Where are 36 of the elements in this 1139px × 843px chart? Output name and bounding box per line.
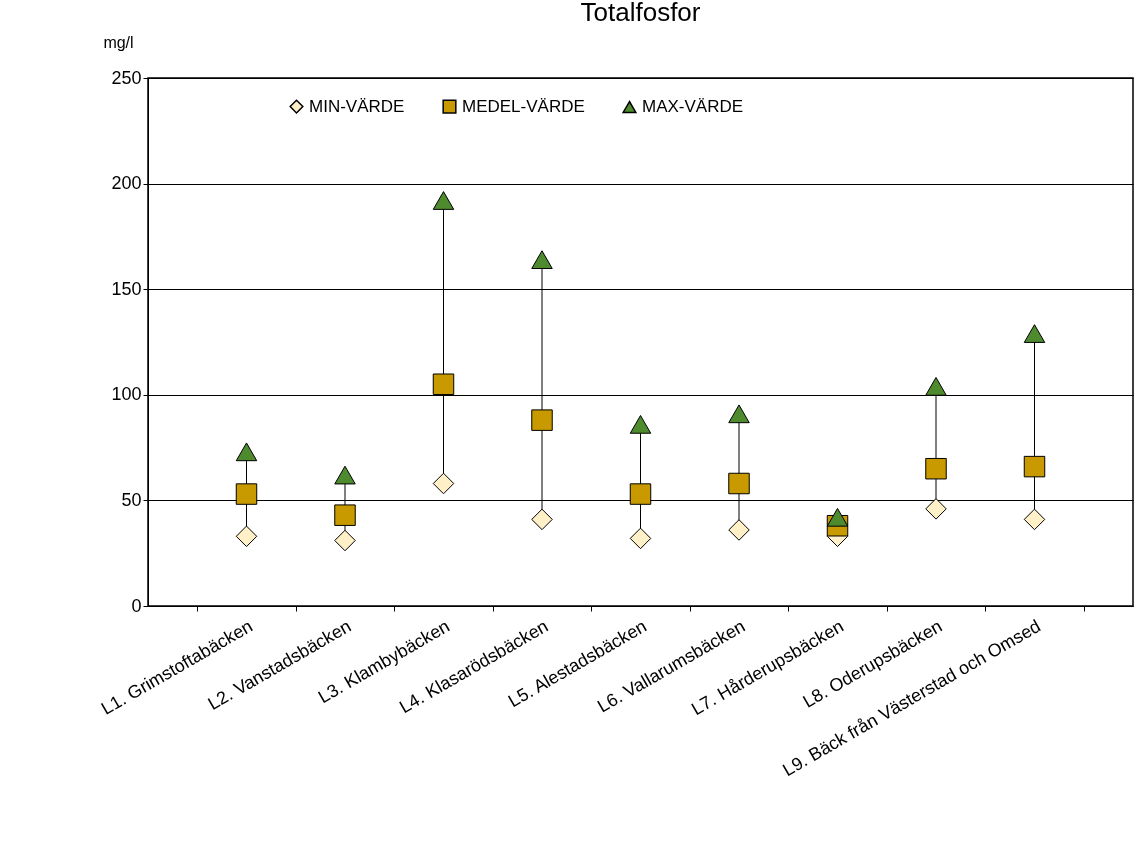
point: [531, 508, 553, 531]
point: [1023, 324, 1046, 343]
point: [432, 472, 455, 495]
y-tick-label: 0: [131, 595, 142, 616]
y-axis-title: mg/l: [103, 33, 134, 51]
point: [1023, 508, 1046, 531]
point: [432, 191, 455, 210]
point: [728, 519, 750, 541]
point: [432, 373, 455, 395]
point: [235, 483, 258, 505]
point: [826, 507, 849, 527]
point: [334, 504, 356, 526]
point: [728, 404, 750, 424]
point: [629, 527, 652, 550]
legend-label: MEDEL-VÄRDE: [462, 96, 585, 116]
point: [728, 472, 750, 495]
y-tick-label: 50: [121, 489, 142, 510]
point: [531, 409, 553, 431]
point: [235, 442, 258, 462]
legend-label: MIN-VÄRDE: [309, 96, 405, 116]
chart-title: Totalfosfor: [580, 0, 701, 27]
point: [925, 376, 947, 396]
legend-label: MAX-VÄRDE: [642, 97, 744, 117]
point: [334, 465, 356, 485]
y-tick-label: 100: [111, 384, 142, 405]
point: [1023, 455, 1046, 478]
point: [925, 457, 947, 480]
y-tick-label: 200: [111, 173, 142, 194]
point: [531, 250, 553, 270]
point: [334, 529, 356, 552]
point: [629, 483, 652, 505]
y-tick-label: 150: [111, 278, 142, 299]
point: [925, 498, 947, 520]
point: [235, 525, 258, 548]
y-tick-label: 250: [111, 67, 142, 88]
point: [629, 414, 652, 434]
